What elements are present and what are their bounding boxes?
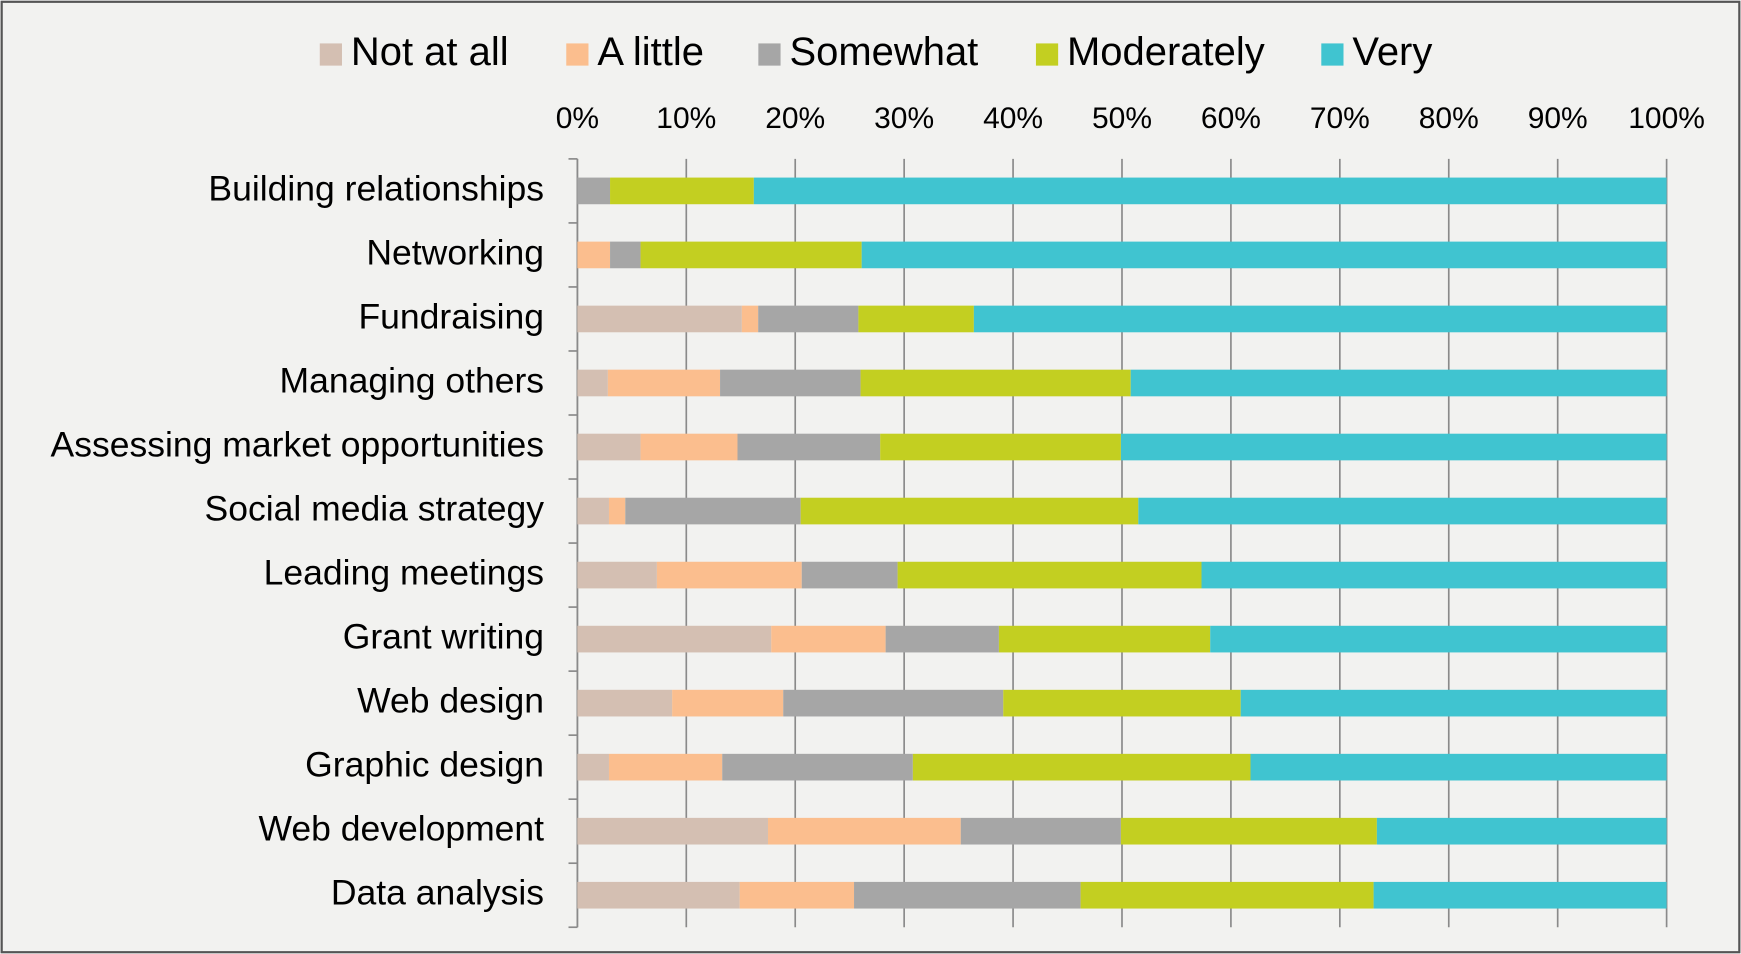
bar-segment [1250, 753, 1667, 781]
bar-segment [577, 817, 768, 845]
bar-segment [858, 305, 974, 333]
legend-swatch [758, 43, 781, 66]
bar-segment [672, 689, 784, 717]
y-tick-label: Networking [366, 232, 544, 272]
bar-segment [998, 625, 1211, 653]
y-tick-label: Web development [258, 809, 544, 849]
bar-segment [771, 625, 886, 653]
bar-segment [577, 753, 609, 781]
bar-segment [577, 241, 611, 269]
y-tick-label: Managing others [279, 360, 544, 400]
legend-label: Not at all [351, 30, 509, 74]
bar-segment [739, 881, 855, 909]
bar-segment [800, 497, 1139, 525]
y-tick-label: Graphic design [305, 745, 544, 785]
bar-segment [767, 817, 961, 845]
legend-label: Moderately [1067, 30, 1265, 74]
bar-segment [1210, 625, 1667, 653]
y-tick-label: Assessing market opportunities [51, 424, 545, 464]
y-tick-label: Data analysis [331, 873, 544, 913]
bar-segment [1201, 561, 1667, 589]
x-tick-label: 30% [874, 102, 934, 135]
bar-segment [801, 561, 898, 589]
bar-segment [897, 561, 1202, 589]
bar-segment [1120, 433, 1667, 461]
bar-segment [912, 753, 1251, 781]
x-tick-label: 70% [1310, 102, 1370, 135]
bar-segment [783, 689, 1004, 717]
bar-segment [607, 369, 721, 397]
x-tick-label: 80% [1419, 102, 1479, 135]
bar-segment [885, 625, 999, 653]
legend-swatch [1321, 43, 1344, 66]
x-tick-label: 50% [1092, 102, 1152, 135]
bar-segment [973, 305, 1667, 333]
bar-segment [1003, 689, 1241, 717]
bar-segment [1373, 881, 1667, 909]
plot-area: 0% 10% 20% 30% 40% 50% 60% 70% 80% 90% 100% Buildin… [51, 30, 1705, 929]
y-tick-label: Building relationships [208, 168, 544, 208]
bar-segment [1376, 817, 1667, 845]
legend-label: Somewhat [789, 30, 978, 74]
bar-segment [610, 177, 754, 205]
legend-swatch [1035, 43, 1059, 66]
bar-segment [577, 625, 772, 653]
bar-segment [722, 753, 913, 781]
bar-segment [610, 241, 641, 269]
legend-label: Very [1352, 30, 1432, 74]
bar-segment [1130, 369, 1667, 397]
bar-segment [577, 561, 657, 589]
bar-segment [640, 241, 862, 269]
x-tick-label: 100% [1628, 102, 1705, 135]
bar-segment [880, 433, 1121, 461]
bar-segment [1138, 497, 1667, 525]
bar-segment [758, 305, 859, 333]
bar-segment [577, 881, 740, 909]
bar-segment [1080, 881, 1374, 909]
x-tick-label: 90% [1528, 102, 1588, 135]
bar-segment [608, 497, 626, 525]
bar-segment [1240, 689, 1667, 717]
bar-segment [656, 561, 802, 589]
bar-segment [860, 369, 1131, 397]
x-tick-label: 20% [765, 102, 825, 135]
bar-segment [854, 881, 1081, 909]
bar-segment [625, 497, 801, 525]
bar-segment [640, 433, 738, 461]
bar-segment [720, 369, 861, 397]
bar-segment [741, 305, 759, 333]
y-tick-label: Grant writing [343, 616, 544, 656]
y-tick-label: Social media strategy [205, 488, 545, 528]
bar-segment [608, 753, 723, 781]
y-tick-label: Web design [357, 681, 544, 721]
x-tick-label: 40% [983, 102, 1043, 135]
bar-segment [753, 177, 1667, 205]
legend-swatch [319, 43, 342, 66]
bar-segment [577, 689, 673, 717]
bar-segment [577, 433, 641, 461]
x-tick-label: 60% [1201, 102, 1261, 135]
bar-segment [577, 177, 611, 205]
y-tick-label: Fundraising [358, 296, 544, 336]
bar-segment [577, 497, 609, 525]
bar-segment [960, 817, 1121, 845]
bar-segment [737, 433, 881, 461]
bar-segment [577, 369, 608, 397]
y-tick-label: Leading meetings [264, 552, 544, 592]
legend-label: A little [597, 30, 704, 74]
bar-segment [861, 241, 1667, 269]
legend-swatch [566, 43, 589, 66]
bar-segment [1120, 817, 1377, 845]
x-tick-label: 10% [656, 102, 716, 135]
x-tick-label: 0% [556, 102, 599, 135]
bar-segment [577, 305, 742, 333]
